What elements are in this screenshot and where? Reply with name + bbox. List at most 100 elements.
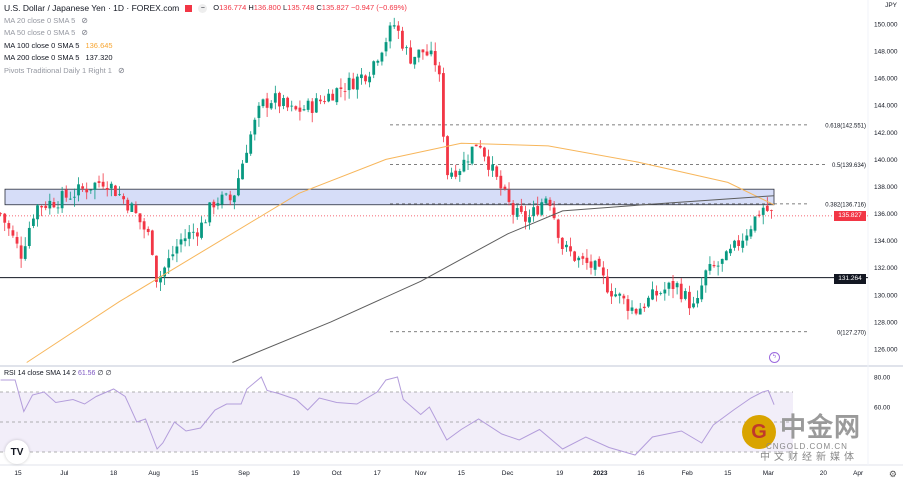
candle-body xyxy=(73,196,76,198)
collapse-icon[interactable]: − xyxy=(198,3,208,13)
currency-selector[interactable]: JPY xyxy=(885,2,897,9)
candle-body xyxy=(376,60,380,63)
candle-body xyxy=(638,308,642,315)
candle-body xyxy=(540,202,544,215)
candle-body xyxy=(282,98,285,106)
candle-body xyxy=(36,205,39,220)
candle-body xyxy=(577,257,581,261)
candle-body xyxy=(327,93,331,102)
candle-body xyxy=(109,183,113,189)
candle-body xyxy=(32,218,35,226)
indicator-ma100[interactable]: MA 100 close 0 SMA 5 xyxy=(4,40,80,50)
candle-body xyxy=(573,251,577,261)
candle-body xyxy=(290,105,294,107)
rsi-legend[interactable]: RSI 14 close SMA 14 2 61.56 ∅ ∅ xyxy=(4,369,112,377)
candles xyxy=(0,17,773,320)
candle-body xyxy=(671,280,675,290)
candle-body xyxy=(515,208,519,217)
eye-hidden-icon[interactable]: ⊘ xyxy=(81,15,88,25)
candle-body xyxy=(442,73,445,137)
candle-body xyxy=(196,232,199,237)
candle-body xyxy=(105,187,109,190)
candle-body xyxy=(409,47,413,64)
indicator-ma200[interactable]: MA 200 close 0 SMA 5 xyxy=(4,53,80,63)
candle-body xyxy=(294,106,298,110)
candle-body xyxy=(548,199,552,206)
candle-body xyxy=(753,216,757,231)
candle-body xyxy=(392,25,396,27)
candle-body xyxy=(101,181,105,187)
candle-body xyxy=(503,186,507,189)
candle-body xyxy=(15,237,19,244)
indicator-ma20[interactable]: MA 20 close 0 SMA 5 xyxy=(4,15,76,25)
time-tick-label: 16 xyxy=(637,470,645,477)
candle-body xyxy=(81,186,85,189)
candle-body xyxy=(130,203,134,212)
candle-body xyxy=(159,276,162,283)
candle-body xyxy=(372,61,376,75)
indicator-pivots[interactable]: Pivots Traditional Daily 1 Right 1 xyxy=(4,65,112,75)
time-tick-label: 19 xyxy=(292,470,300,477)
candle-body xyxy=(11,230,15,236)
candle-body xyxy=(396,25,400,31)
close-value: 135.827 xyxy=(321,3,349,12)
rsi-tick-label: 60.00 xyxy=(874,405,891,412)
candle-body xyxy=(93,182,97,190)
support-price-tag: 131.264 xyxy=(834,274,866,284)
indicator-ma50[interactable]: MA 50 close 0 SMA 5 xyxy=(4,28,76,38)
price-tick-label: 142.000 xyxy=(874,130,898,137)
low-value: 135.748 xyxy=(287,3,315,12)
change-value: −0.947 (−0.69%) xyxy=(351,3,407,12)
lightning-event-icon[interactable]: ϟ xyxy=(769,352,780,363)
time-tick-label: 15 xyxy=(724,470,732,477)
candle-body xyxy=(384,42,388,52)
watermark-url: CNGOLD.COM.CN xyxy=(766,442,848,451)
candle-body xyxy=(64,189,68,198)
candle-body xyxy=(187,232,191,239)
eye-hidden-icon[interactable]: ⊘ xyxy=(117,65,125,75)
time-tick-label: Sep xyxy=(238,470,250,477)
high-label: H xyxy=(248,3,254,12)
candle-body xyxy=(150,230,154,255)
time-tick-label: Dec xyxy=(502,470,514,477)
candle-body xyxy=(417,49,421,58)
candle-body xyxy=(757,214,761,216)
symbol-title[interactable]: U.S. Dollar / Japanese Yen · 1D · FOREX.… xyxy=(4,3,180,13)
candle-body xyxy=(126,199,130,211)
close-label: C xyxy=(316,3,322,12)
ma200-line xyxy=(232,195,775,363)
candle-body xyxy=(720,258,724,264)
candle-body xyxy=(601,267,605,276)
tradingview-logo[interactable]: TV xyxy=(5,440,29,464)
candle-body xyxy=(704,270,708,286)
candle-body xyxy=(343,90,347,92)
flag-icon[interactable] xyxy=(185,4,193,12)
candle-body xyxy=(446,136,449,176)
candle-body xyxy=(626,299,630,311)
time-tick-label: 17 xyxy=(374,470,382,477)
candle-body xyxy=(647,297,650,307)
candle-body xyxy=(0,213,3,215)
candle-body xyxy=(610,290,613,297)
candle-body xyxy=(712,265,716,267)
candle-body xyxy=(200,222,203,238)
candle-body xyxy=(696,298,700,304)
chart-overlays: 0.618(142.551) 0.5(139.634) 0.382(136.716)… xyxy=(0,123,868,336)
settings-gear-icon[interactable]: ⚙ xyxy=(888,469,897,479)
candle-body xyxy=(569,246,572,252)
candle-body xyxy=(27,227,31,247)
candle-body xyxy=(659,293,663,294)
candle-body xyxy=(23,246,27,259)
candle-body xyxy=(204,222,208,224)
price-tick-label: 146.000 xyxy=(874,76,898,83)
candle-body xyxy=(507,189,511,202)
candle-body xyxy=(232,195,236,203)
candle-body xyxy=(437,65,441,75)
ma200-value: 137.320 xyxy=(85,53,113,63)
candle-body xyxy=(528,217,531,223)
candle-body xyxy=(651,289,654,300)
candle-body xyxy=(560,237,564,250)
candle-body xyxy=(286,97,290,108)
eye-hidden-icon[interactable]: ⊘ xyxy=(81,28,88,38)
